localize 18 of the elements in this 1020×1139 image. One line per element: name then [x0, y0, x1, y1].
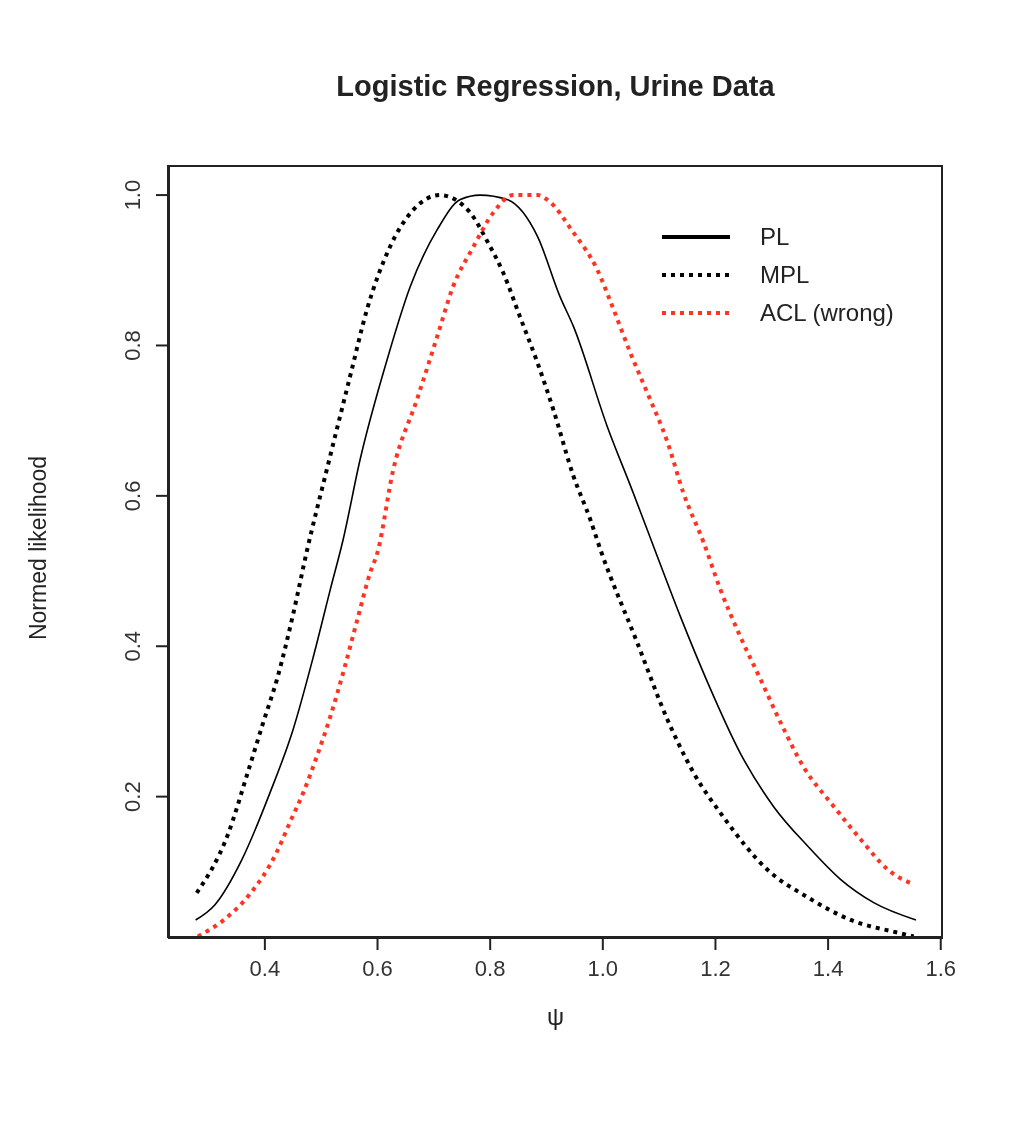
legend-label: ACL (wrong) [760, 299, 894, 327]
y-tick-label: 0.8 [120, 330, 145, 361]
x-tick-label: 0.8 [474, 955, 506, 981]
x-tick-label: 1.2 [700, 955, 731, 981]
chart-title: Logistic Regression, Urine Data [335, 70, 776, 103]
legend-label: MPL [760, 261, 810, 289]
x-tick-label: 1.4 [812, 955, 844, 981]
y-axis-title: Normed likelihood [24, 455, 52, 641]
legend-label: PL [760, 223, 790, 251]
x-axis-title: ψ [545, 1003, 566, 1031]
y-tick-label: 0.2 [120, 781, 145, 812]
x-tick-label: 0.4 [249, 955, 281, 981]
y-tick-label: 0.4 [120, 630, 145, 662]
y-tick-label: 0.6 [120, 480, 145, 512]
x-tick-label: 0.6 [362, 955, 393, 981]
x-tick-label: 1.0 [587, 955, 619, 981]
y-tick-label: 1.0 [120, 179, 145, 211]
x-tick-label: 1.6 [925, 955, 957, 981]
